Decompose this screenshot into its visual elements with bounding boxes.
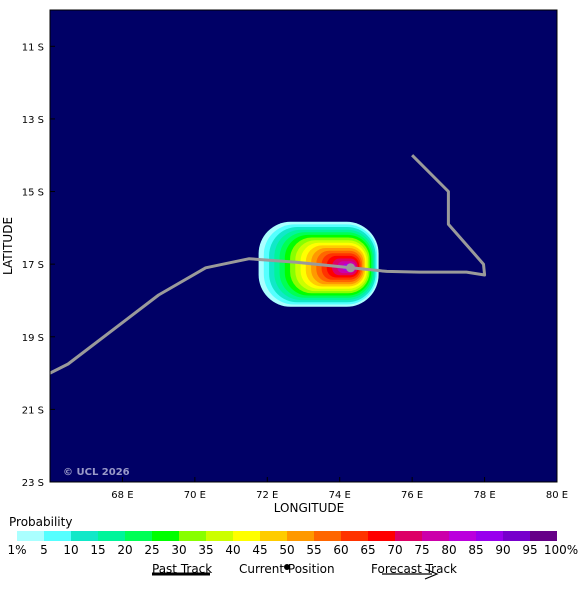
y-axis-title: LATITUDE	[1, 217, 15, 275]
scale-label: 20	[117, 543, 133, 557]
current-position-key-dot	[284, 564, 290, 570]
scale-color-cell	[179, 531, 206, 541]
scale-color-cell	[395, 531, 422, 541]
x-tick-label: 76 E	[401, 490, 423, 501]
scale-label: 40	[225, 543, 241, 557]
scale-color-cell	[152, 531, 179, 541]
scale-label: 30	[171, 543, 187, 557]
axes: 68 E 70 E 72 E 74 E 76 E 78 E 80 E 11 S 13 S 15 S…	[22, 9, 568, 501]
scale-label: 25	[144, 543, 160, 557]
scale-color-cell	[206, 531, 233, 541]
scale-label: 55	[306, 543, 322, 557]
scale-color-cell	[422, 531, 449, 541]
y-tick-label: 23 S	[22, 478, 44, 489]
past-track-key-label: Past Track	[152, 562, 213, 576]
legend-title: Probability	[9, 515, 73, 529]
scale-color-cell	[233, 531, 260, 541]
x-tick-label: 74 E	[329, 490, 351, 501]
current-position-key-label: Current Position	[239, 562, 335, 576]
y-tick-label: 13 S	[22, 115, 44, 126]
forecast-track-key-arrow	[382, 568, 439, 580]
y-tick-label: 17 S	[22, 260, 44, 271]
scale-color-cell	[449, 531, 476, 541]
plot-area	[49, 10, 557, 482]
forecast-track-key-label: Forecast Track	[371, 562, 457, 576]
scale-label: 10	[63, 543, 79, 557]
scale-color-cell	[368, 531, 395, 541]
scale-color-cell	[17, 531, 44, 541]
scale-label: 35	[198, 543, 214, 557]
scale-label: 100%	[543, 543, 579, 557]
scale-color-cell	[476, 531, 503, 541]
scale-color-cell	[260, 531, 287, 541]
scale-color-cell	[98, 531, 125, 541]
copyright-label: © UCL 2026	[63, 467, 130, 478]
y-tick-label: 11 S	[22, 42, 44, 53]
scale-color-cell	[503, 531, 530, 541]
y-tick-label: 21 S	[22, 405, 44, 416]
scale-color-cell	[287, 531, 314, 541]
scale-label: 90	[495, 543, 511, 557]
x-tick-label: 78 E	[473, 490, 495, 501]
x-axis-title: LONGITUDE	[274, 501, 344, 515]
x-tick-label: 68 E	[111, 490, 133, 501]
scale-label: 5	[40, 543, 48, 557]
scale-color-cell	[44, 531, 71, 541]
scale-label: 80	[441, 543, 457, 557]
scale-label: 45	[252, 543, 268, 557]
map-frame	[49, 9, 558, 483]
probability-color-scale	[17, 531, 557, 541]
scale-label: 50	[279, 543, 295, 557]
scale-color-cell	[530, 531, 557, 541]
x-tick-label: 72 E	[256, 490, 278, 501]
scale-label: 75	[414, 543, 430, 557]
probability-scale-labels: 1% 5 10 15 20 25 30 35 40 45 50 55 60 65 70 75 80 85 90 95 1…	[0, 543, 580, 557]
scale-label: 65	[360, 543, 376, 557]
scale-color-cell	[71, 531, 98, 541]
past-track-line	[49, 154, 487, 375]
scale-label: 15	[90, 543, 106, 557]
scale-label: 1%	[7, 543, 27, 557]
scale-color-cell	[125, 531, 152, 541]
scale-label: 70	[387, 543, 403, 557]
scale-label: 95	[522, 543, 538, 557]
scale-label: 60	[333, 543, 349, 557]
y-tick-label: 19 S	[22, 333, 44, 344]
x-tick-label: 80 E	[546, 490, 568, 501]
current-position-marker	[346, 263, 356, 273]
x-tick-label: 70 E	[184, 490, 206, 501]
scale-color-cell	[341, 531, 368, 541]
y-tick-label: 15 S	[22, 188, 44, 199]
scale-label: 85	[468, 543, 484, 557]
scale-color-cell	[314, 531, 341, 541]
